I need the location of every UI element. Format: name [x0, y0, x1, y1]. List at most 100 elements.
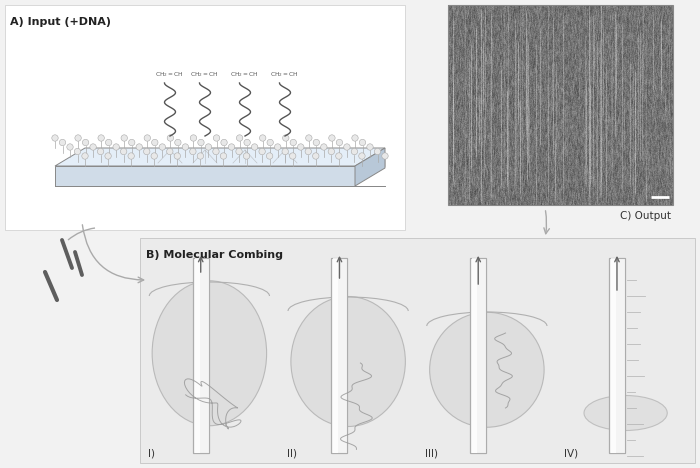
Circle shape: [305, 148, 312, 155]
Text: III): III): [426, 448, 438, 458]
Circle shape: [136, 144, 142, 150]
Circle shape: [175, 139, 181, 146]
Text: $\mathrm{CH_2{=}CH}$: $\mathrm{CH_2{=}CH}$: [270, 70, 298, 79]
Circle shape: [313, 153, 319, 159]
Circle shape: [267, 153, 273, 159]
Circle shape: [220, 139, 228, 146]
Ellipse shape: [430, 312, 544, 427]
Circle shape: [329, 135, 335, 141]
Circle shape: [167, 148, 173, 155]
Circle shape: [190, 148, 196, 155]
Text: I): I): [148, 448, 155, 458]
Circle shape: [313, 139, 319, 146]
Circle shape: [214, 135, 220, 141]
Circle shape: [105, 153, 111, 159]
Circle shape: [236, 148, 242, 155]
Text: $\mathrm{CH_2{=}CH}$: $\mathrm{CH_2{=}CH}$: [230, 70, 258, 79]
Circle shape: [52, 135, 58, 141]
Bar: [333, 258, 339, 453]
Circle shape: [237, 135, 243, 141]
Circle shape: [144, 135, 150, 141]
Circle shape: [282, 148, 288, 155]
Circle shape: [66, 144, 74, 150]
Circle shape: [213, 148, 219, 155]
Circle shape: [283, 135, 289, 141]
Circle shape: [98, 135, 104, 141]
Circle shape: [113, 144, 120, 150]
Circle shape: [151, 153, 158, 159]
Circle shape: [244, 153, 250, 159]
Circle shape: [190, 135, 197, 141]
Circle shape: [174, 153, 181, 159]
Circle shape: [220, 153, 227, 159]
Bar: [448, 5, 673, 205]
Circle shape: [121, 135, 127, 141]
Bar: [332, 258, 347, 453]
Circle shape: [335, 153, 342, 159]
Circle shape: [352, 135, 358, 141]
Circle shape: [367, 144, 373, 150]
Text: $\mathrm{CH_2{=}CH}$: $\mathrm{CH_2{=}CH}$: [155, 70, 183, 79]
Circle shape: [82, 153, 88, 159]
Circle shape: [260, 135, 266, 141]
Circle shape: [351, 148, 358, 155]
Bar: [5, 5, 405, 230]
Circle shape: [336, 139, 342, 146]
Circle shape: [251, 144, 258, 150]
Polygon shape: [355, 148, 385, 186]
Bar: [611, 258, 616, 453]
Text: A) Input (+DNA): A) Input (+DNA): [10, 17, 111, 27]
Bar: [195, 258, 200, 453]
Ellipse shape: [291, 297, 405, 426]
Text: $\mathrm{CH_2{=}CH}$: $\mathrm{CH_2{=}CH}$: [190, 70, 218, 79]
Circle shape: [106, 139, 112, 146]
Text: B) Molecular Combing: B) Molecular Combing: [146, 250, 283, 260]
Circle shape: [197, 153, 204, 159]
Bar: [473, 258, 477, 453]
Circle shape: [120, 148, 127, 155]
Circle shape: [152, 139, 158, 146]
Circle shape: [344, 144, 350, 150]
Bar: [470, 258, 486, 453]
Circle shape: [359, 139, 365, 146]
Polygon shape: [55, 166, 355, 186]
Bar: [193, 258, 209, 453]
Text: II): II): [287, 448, 297, 458]
Circle shape: [83, 139, 89, 146]
Bar: [193, 258, 209, 453]
Circle shape: [382, 153, 388, 159]
Circle shape: [290, 153, 296, 159]
Text: IV): IV): [564, 448, 578, 458]
Circle shape: [290, 139, 297, 146]
Circle shape: [244, 139, 251, 146]
Circle shape: [328, 148, 335, 155]
Bar: [140, 238, 695, 463]
Circle shape: [144, 148, 150, 155]
Circle shape: [374, 148, 381, 155]
Circle shape: [228, 144, 235, 150]
Bar: [333, 258, 339, 453]
Circle shape: [90, 144, 97, 150]
Bar: [195, 258, 200, 453]
Polygon shape: [55, 148, 385, 166]
Circle shape: [60, 139, 66, 146]
Bar: [609, 258, 625, 453]
Circle shape: [74, 148, 81, 155]
Circle shape: [75, 135, 81, 141]
Circle shape: [129, 139, 135, 146]
Circle shape: [358, 153, 365, 159]
Circle shape: [205, 144, 211, 150]
Circle shape: [321, 144, 327, 150]
Circle shape: [128, 153, 134, 159]
Ellipse shape: [152, 281, 267, 426]
Ellipse shape: [584, 395, 667, 431]
Circle shape: [97, 148, 104, 155]
Bar: [473, 258, 477, 453]
Circle shape: [159, 144, 165, 150]
Circle shape: [298, 144, 304, 150]
Circle shape: [259, 148, 265, 155]
Bar: [609, 258, 625, 453]
Circle shape: [306, 135, 312, 141]
Bar: [611, 258, 616, 453]
Circle shape: [274, 144, 281, 150]
